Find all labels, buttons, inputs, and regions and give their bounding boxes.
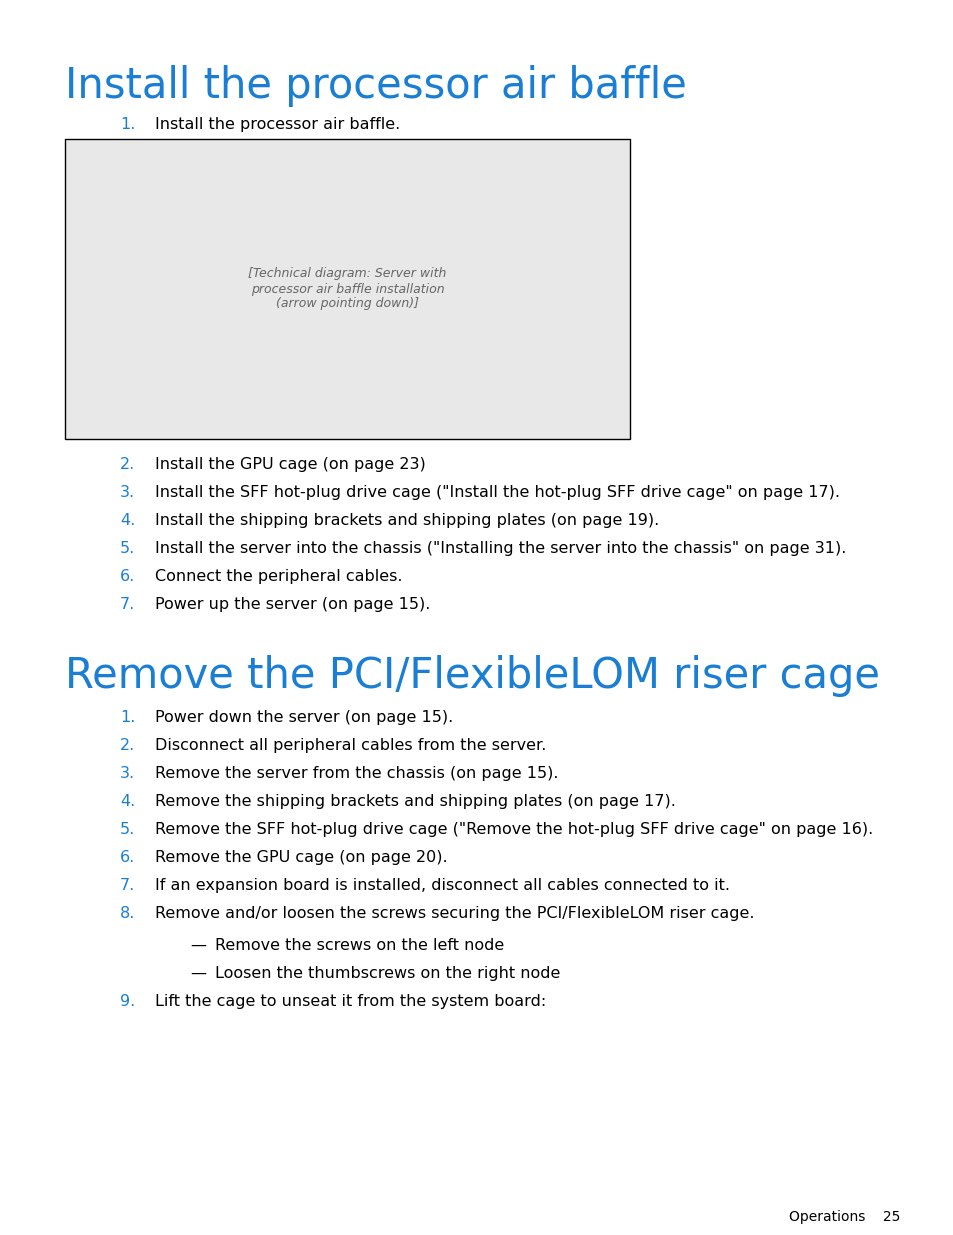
Text: Remove the SFF hot-plug drive cage ("Remove the hot-plug SFF drive cage" on page: Remove the SFF hot-plug drive cage ("Rem… bbox=[154, 823, 872, 837]
Text: If an expansion board is installed, disconnect all cables connected to it.: If an expansion board is installed, disc… bbox=[154, 878, 729, 893]
Text: Remove the screws on the left node: Remove the screws on the left node bbox=[214, 939, 504, 953]
Text: Remove the PCI/FlexibleLOM riser cage: Remove the PCI/FlexibleLOM riser cage bbox=[65, 655, 879, 697]
Text: 4.: 4. bbox=[120, 794, 135, 809]
Text: —: — bbox=[190, 939, 206, 953]
Text: 3.: 3. bbox=[120, 766, 135, 781]
Text: Remove and/or loosen the screws securing the PCI/FlexibleLOM riser cage.: Remove and/or loosen the screws securing… bbox=[154, 906, 754, 921]
Text: —: — bbox=[190, 966, 206, 981]
Text: 1.: 1. bbox=[120, 710, 135, 725]
Text: Disconnect all peripheral cables from the server.: Disconnect all peripheral cables from th… bbox=[154, 739, 546, 753]
Text: 9.: 9. bbox=[120, 994, 135, 1009]
Text: Connect the peripheral cables.: Connect the peripheral cables. bbox=[154, 569, 402, 584]
Text: 2.: 2. bbox=[120, 739, 135, 753]
Text: 8.: 8. bbox=[120, 906, 135, 921]
Text: Remove the GPU cage (on page 20).: Remove the GPU cage (on page 20). bbox=[154, 850, 447, 864]
Text: 6.: 6. bbox=[120, 569, 135, 584]
Text: 5.: 5. bbox=[120, 541, 135, 556]
Text: 7.: 7. bbox=[120, 878, 135, 893]
Text: 5.: 5. bbox=[120, 823, 135, 837]
Text: 2.: 2. bbox=[120, 457, 135, 472]
Text: Power up the server (on page 15).: Power up the server (on page 15). bbox=[154, 597, 430, 613]
Text: 7.: 7. bbox=[120, 597, 135, 613]
Text: Install the GPU cage (on page 23): Install the GPU cage (on page 23) bbox=[154, 457, 425, 472]
Text: Install the processor air baffle: Install the processor air baffle bbox=[65, 65, 686, 107]
Text: [Technical diagram: Server with
processor air baffle installation
(arrow pointin: [Technical diagram: Server with processo… bbox=[248, 268, 446, 310]
Text: Install the server into the chassis ("Installing the server into the chassis" on: Install the server into the chassis ("In… bbox=[154, 541, 845, 556]
Text: Remove the server from the chassis (on page 15).: Remove the server from the chassis (on p… bbox=[154, 766, 558, 781]
Text: 3.: 3. bbox=[120, 485, 135, 500]
Text: Operations    25: Operations 25 bbox=[788, 1210, 899, 1224]
Text: Loosen the thumbscrews on the right node: Loosen the thumbscrews on the right node bbox=[214, 966, 559, 981]
Text: Install the SFF hot-plug drive cage ("Install the hot-plug SFF drive cage" on pa: Install the SFF hot-plug drive cage ("In… bbox=[154, 485, 840, 500]
Text: 4.: 4. bbox=[120, 513, 135, 529]
Text: 6.: 6. bbox=[120, 850, 135, 864]
Bar bbox=[65, 140, 629, 438]
Text: 1.: 1. bbox=[120, 117, 135, 132]
Text: Install the shipping brackets and shipping plates (on page 19).: Install the shipping brackets and shippi… bbox=[154, 513, 659, 529]
Text: Power down the server (on page 15).: Power down the server (on page 15). bbox=[154, 710, 453, 725]
Text: Lift the cage to unseat it from the system board:: Lift the cage to unseat it from the syst… bbox=[154, 994, 546, 1009]
Text: Install the processor air baffle.: Install the processor air baffle. bbox=[154, 117, 400, 132]
Text: Remove the shipping brackets and shipping plates (on page 17).: Remove the shipping brackets and shippin… bbox=[154, 794, 675, 809]
